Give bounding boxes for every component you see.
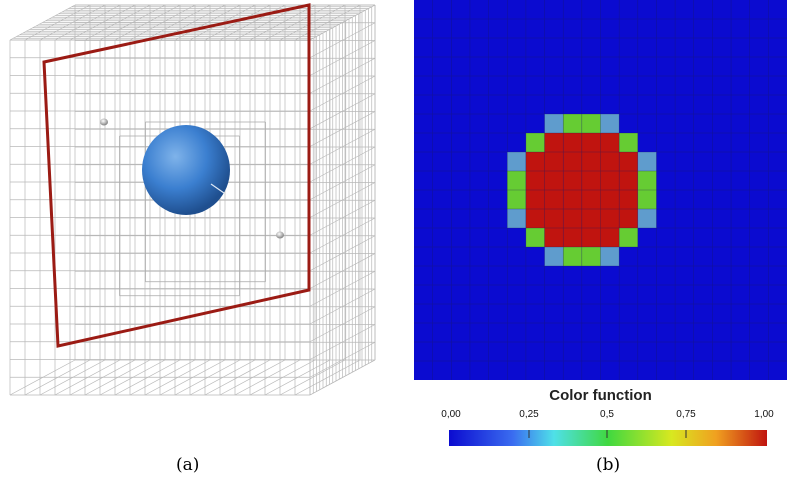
- grid-cell: [637, 190, 657, 209]
- particle-right: [276, 231, 284, 239]
- grid-cell: [563, 133, 582, 152]
- grid-cell: [600, 209, 620, 228]
- grid-cell: [507, 190, 526, 209]
- grid-cell: [544, 114, 564, 133]
- grid-cell: [619, 171, 638, 190]
- grid-cell: [600, 228, 620, 247]
- panel-a-3d-view: [9, 3, 376, 396]
- grid-cell: [619, 133, 638, 152]
- grid-cell: [581, 171, 601, 190]
- grid-cell: [581, 190, 601, 209]
- colorbar-tick-label: 0,25: [519, 409, 539, 420]
- grid-cell: [600, 152, 620, 171]
- grid-cell: [619, 152, 638, 171]
- grid-cell: [619, 190, 638, 209]
- colorbar: [449, 430, 767, 446]
- slice-plane-frame: [42, 3, 311, 348]
- grid-cell: [544, 171, 564, 190]
- grid-cell: [525, 228, 545, 247]
- grid-cell: [581, 133, 601, 152]
- grid-cell: [600, 247, 620, 266]
- caption-b: (b): [596, 455, 621, 475]
- grid-cell: [637, 171, 657, 190]
- grid-cell: [619, 228, 638, 247]
- grid-cell: [525, 190, 545, 209]
- grid-cell: [563, 152, 582, 171]
- grid-cell: [544, 152, 564, 171]
- grid-cell: [581, 114, 601, 133]
- grid-cell: [525, 171, 545, 190]
- grid-cell: [600, 190, 620, 209]
- grid-cell: [581, 247, 601, 266]
- grid-cell: [544, 228, 564, 247]
- colorbar-tick-label: 0,00: [441, 409, 461, 420]
- grid-cell: [563, 171, 582, 190]
- grid-cell: [544, 133, 564, 152]
- panel-b-color-function-slice: [414, 0, 787, 380]
- grid-cell: [637, 152, 657, 171]
- sphere-highlight-line: [210, 183, 225, 194]
- grid-cell: [525, 152, 545, 171]
- slice-grid-lines: [414, 0, 787, 380]
- colorbar-tick-label: 1,00: [754, 409, 774, 420]
- grid-cell: [525, 133, 545, 152]
- grid-cell: [544, 209, 564, 228]
- grid-cell: [507, 171, 526, 190]
- grid-cell: [637, 209, 657, 228]
- grid-cell: [600, 133, 620, 152]
- grid-cell: [563, 190, 582, 209]
- colorbar-tick-label: 0,5: [600, 409, 614, 420]
- grid-cell: [507, 209, 526, 228]
- grid-cell: [619, 209, 638, 228]
- grid-cell: [525, 209, 545, 228]
- grid-cell: [544, 190, 564, 209]
- colorbar-title: Color function: [549, 387, 652, 404]
- particle-left: [100, 118, 108, 126]
- grid-cell: [563, 114, 582, 133]
- grid-cell: [581, 209, 601, 228]
- grid-cell: [600, 114, 620, 133]
- grid-cell: [581, 152, 601, 171]
- sphere: [142, 125, 230, 215]
- grid-cell: [563, 247, 582, 266]
- grid-cell: [581, 228, 601, 247]
- caption-a: (a): [176, 455, 200, 475]
- grid-cell: [507, 152, 526, 171]
- interface-cells: [507, 114, 657, 266]
- grid-cell: [563, 209, 582, 228]
- grid-cell: [544, 247, 564, 266]
- grid-cell: [563, 228, 582, 247]
- colorbar-tick-label: 0,75: [676, 409, 696, 420]
- grid-cell: [600, 171, 620, 190]
